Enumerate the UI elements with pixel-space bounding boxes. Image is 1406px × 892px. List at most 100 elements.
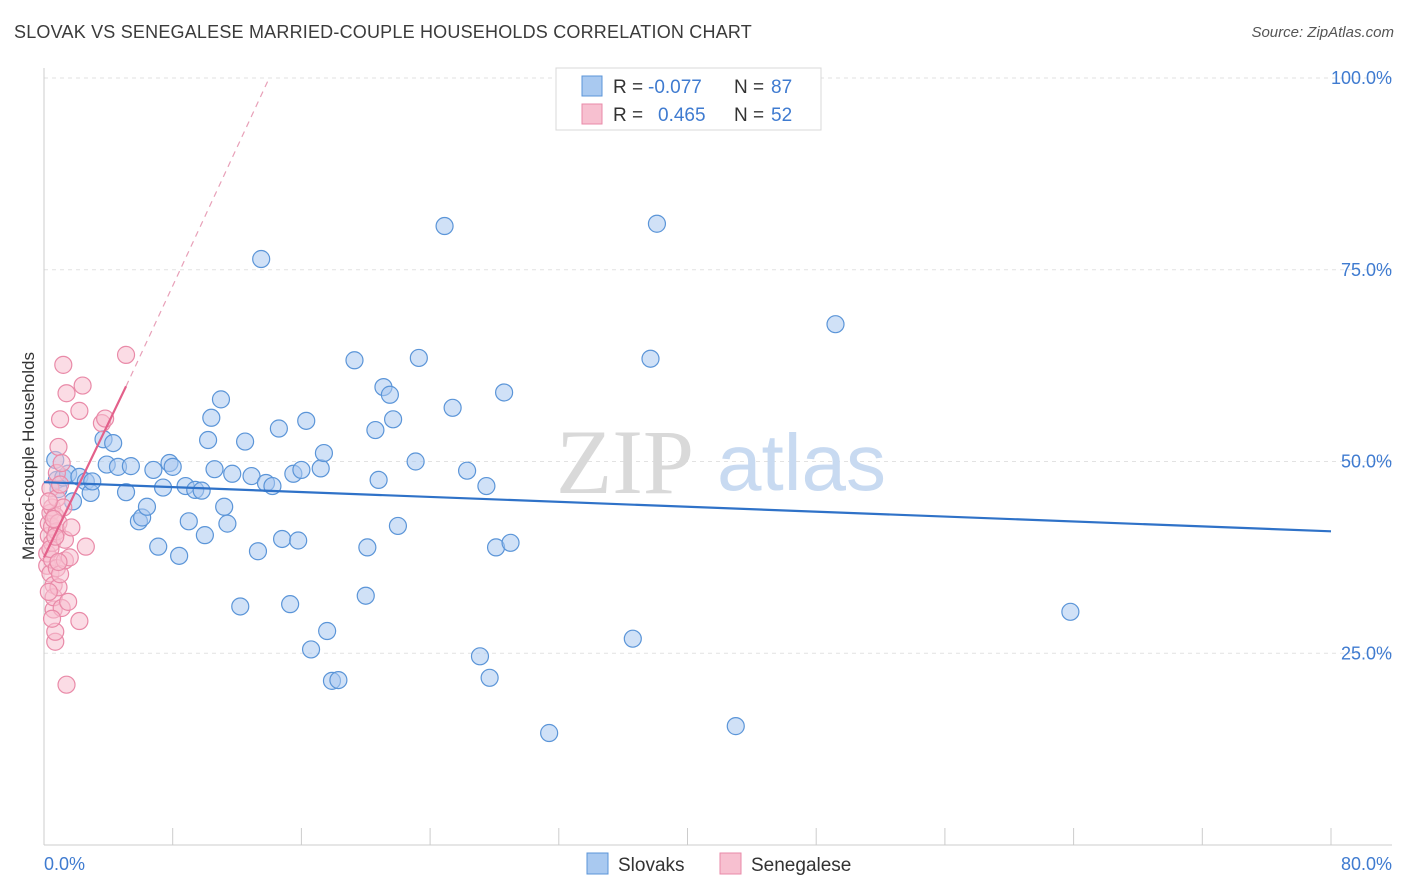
senegalese-point [39,492,58,511]
series-legend: Slovaks Senegalese [586,852,851,876]
slovak-point [356,586,375,605]
x-axis-ticks [172,828,1332,845]
senegalese-point [46,527,65,546]
slovak-point [314,443,334,463]
bottom-swatch-slovak [586,852,609,875]
slovak-point [218,514,237,533]
slovak-point [477,476,496,496]
slovak-point [144,460,163,480]
legend-n-label-1: N = [734,77,764,98]
slovak-trend-line [43,481,1332,533]
slovak-point [170,546,189,565]
senegalese-point [49,552,68,572]
slovak-point [409,348,428,368]
slovak-point [380,385,399,404]
slovak-point [211,390,231,409]
slovak-point [297,411,316,430]
slovak-point [116,483,136,502]
slovak-point [223,464,242,483]
slovak-point [242,466,261,486]
slovak-point [179,512,198,531]
x-tick-label-max: 80.0% [1341,854,1392,874]
legend-r-label-2: R = [613,105,643,126]
y-tick-label: 50.0% [1341,452,1392,472]
slovak-point [149,537,168,556]
legend-n-value-1: 87 [771,77,792,98]
slovak-point [540,723,559,743]
senegalese-point [49,437,68,457]
legend-r-label-1: R = [613,77,643,98]
gridlines [44,77,1392,654]
slovak-point [292,460,311,480]
slovak-point [311,459,330,478]
senegalese-point [54,355,73,374]
senegalese-point [57,675,76,694]
slovak-point [248,542,268,561]
senegalese-point [76,537,95,556]
slovak-point [369,470,388,490]
legend-swatch-slovak [581,75,603,97]
senegalese-point [57,384,76,403]
slovak-point [202,408,221,427]
slovak-point [647,214,667,233]
slovak-point [826,315,845,334]
slovak-point [726,717,745,736]
senegalese-trend-line [43,385,128,558]
slovak-point [641,349,660,368]
slovak-point [501,533,520,552]
senegalese-point [50,475,70,494]
slovak-point [272,529,292,549]
slovak-point [406,452,425,471]
slovak-point [252,249,271,269]
slovak-point [470,647,490,666]
slovak-point [163,457,182,476]
senegalese-point [70,401,89,420]
slovak-point [623,629,642,648]
bottom-legend-slovaks: Slovaks [618,855,685,876]
slovak-point [121,457,140,476]
slovak-point [137,497,157,516]
slovak-point [1061,602,1080,621]
legend-n-value-2: 52 [771,105,792,126]
slovak-point [104,433,123,453]
watermark: ZIP atlas [556,411,886,513]
watermark-atlas: atlas [717,418,886,507]
slovak-point [383,410,403,429]
chart-source: Source: ZipAtlas.com [1251,24,1394,41]
slovak-point [215,497,234,516]
slovak-point [235,432,255,451]
slovak-point [388,516,408,536]
slovak-point [301,640,321,659]
senegalese-point [39,582,58,601]
bottom-swatch-senegalese [719,852,742,875]
slovak-point [495,383,514,402]
slovak-point [281,595,300,614]
trend-lines [43,77,1332,558]
senegalese-trend-extension [125,77,270,387]
slovak-point [83,472,102,491]
senegalese-point [50,410,70,429]
stats-legend: R = -0.077 N = 87 R = 0.465 N = 52 [555,67,822,131]
slovak-point [345,351,364,370]
slovak-point [198,430,218,450]
slovak-point [443,398,462,417]
slovak-point [358,538,377,557]
y-tick-labels: 25.0% 50.0% 75.0% 100.0% [1331,68,1392,663]
senegalese-points [38,345,136,694]
slovak-point [231,597,250,616]
slovak-point [329,670,348,690]
slovak-point [205,460,224,479]
slovak-point [458,461,477,480]
watermark-zip: ZIP [556,411,694,513]
senegalese-point [62,518,81,537]
senegalese-point [73,376,92,395]
senegalese-point [70,611,89,631]
legend-r-value-2: 0.465 [658,105,706,126]
slovak-point [480,668,499,687]
y-axis-label: Married-couple Households [19,352,38,560]
slovak-point [269,419,288,438]
y-tick-label: 25.0% [1341,643,1392,663]
y-tick-label: 100.0% [1331,68,1392,88]
legend-r-value-1: -0.077 [648,77,702,98]
